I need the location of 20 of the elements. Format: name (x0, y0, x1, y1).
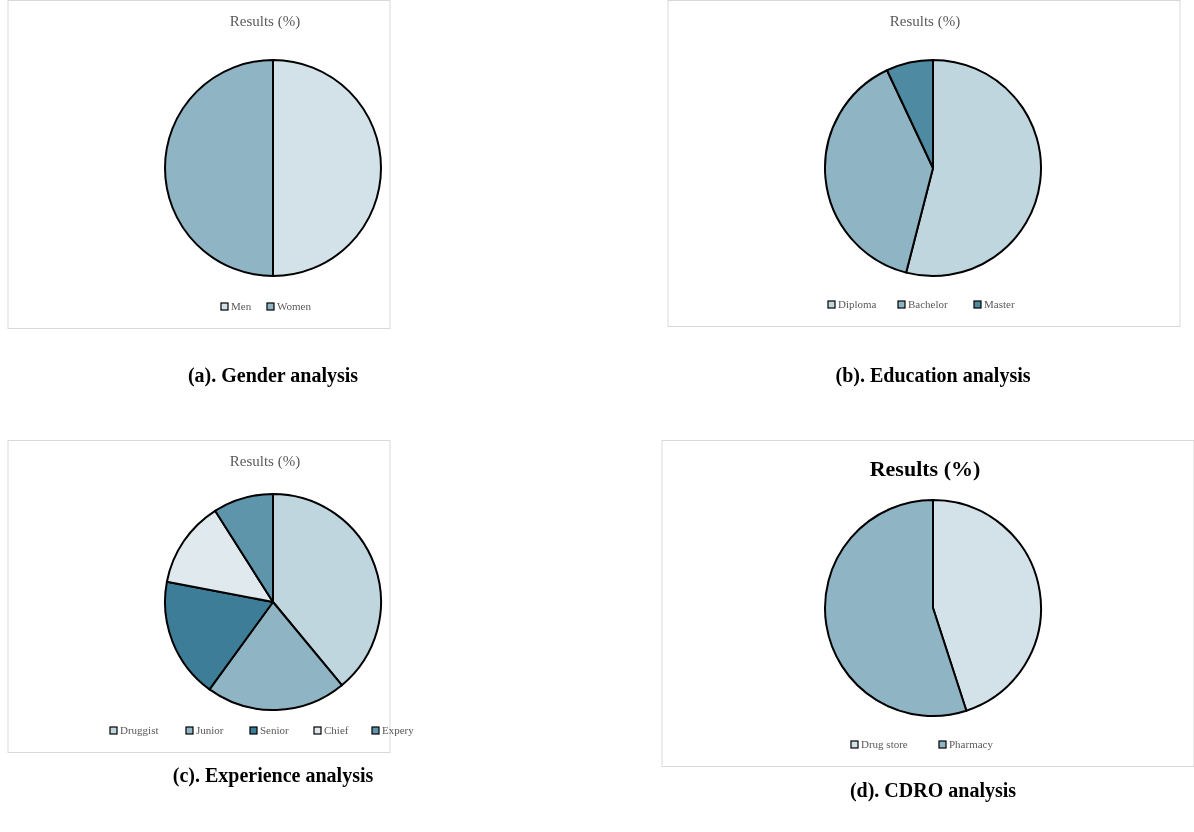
legend-label: Expery (382, 724, 415, 736)
legend-label: Women (277, 300, 312, 312)
legend-label: Pharmacy (949, 738, 994, 750)
legend-label: Drug store (861, 738, 908, 750)
legend-label: Bachelor (908, 298, 949, 310)
chart-title: Results (%) (229, 13, 301, 30)
text: (c). Experience analysis (172, 764, 374, 787)
text: (a). Gender analysis (187, 364, 359, 387)
legend-label: Master (984, 298, 1015, 310)
text: (b). Education analysis (835, 364, 1031, 387)
text: (d). CDRO analysis (849, 779, 1017, 802)
legend-label: Junior (196, 724, 224, 736)
chart-title: Results (%) (869, 456, 981, 481)
legend-label: Druggist (120, 724, 159, 736)
legend-label: Men (231, 300, 252, 312)
chart-title: Results (%) (889, 13, 961, 30)
chart-title: Results (%) (229, 453, 301, 470)
legend-label: Diploma (838, 298, 877, 310)
legend-label: Senior (260, 724, 290, 736)
legend-label: Chief (324, 724, 349, 736)
